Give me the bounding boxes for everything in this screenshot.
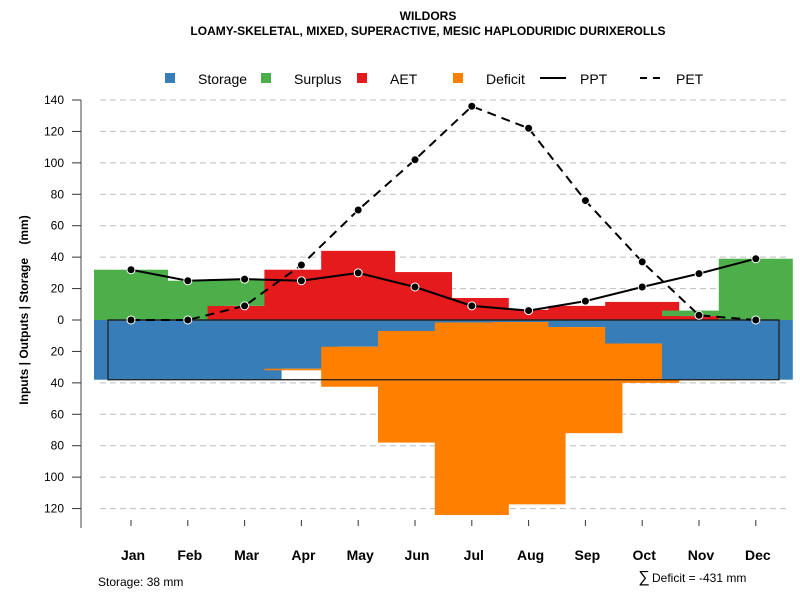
legend-swatch <box>165 73 175 83</box>
deficit-sum-annotation: Deficit = -431 mm <box>652 571 746 585</box>
pet-line <box>131 105 756 321</box>
pet-point <box>524 123 534 133</box>
x-tick-label: Feb <box>177 547 202 563</box>
pet-point <box>126 315 136 325</box>
pet-point <box>410 155 420 165</box>
y-tick-label: 60 <box>51 407 65 421</box>
y-axis-title: Inputs | Outputs | Storage (mm) <box>17 215 31 404</box>
x-tick-label: Jun <box>405 547 430 563</box>
legend-label: Surplus <box>294 71 341 87</box>
pet-point <box>467 101 477 111</box>
y-tick-label: 100 <box>44 156 64 170</box>
y-tick-label: 80 <box>51 187 65 201</box>
pet-point <box>296 260 306 270</box>
bar-aet <box>605 301 680 320</box>
ppt-point <box>694 269 704 279</box>
x-tick-label: Jul <box>464 547 484 563</box>
bar-storage <box>434 320 509 323</box>
ppt-point <box>637 282 647 292</box>
x-axis: Jan Feb Mar Apr May Jun Jul Aug Sep Oct Nov Dec <box>121 520 771 563</box>
bar-storage <box>378 320 452 331</box>
y-tick-label: 20 <box>51 344 65 358</box>
legend-label: PET <box>676 71 704 87</box>
pet-point <box>183 315 193 325</box>
x-tick-label: Mar <box>234 547 259 563</box>
bar-storage <box>605 320 680 344</box>
ppt-point <box>240 274 250 284</box>
pet-point <box>353 205 363 215</box>
ppt-line <box>130 257 757 312</box>
ppt-point <box>751 254 761 264</box>
ppt-point <box>524 306 534 316</box>
bars <box>94 250 793 516</box>
legend-item-deficit: Deficit <box>453 71 525 87</box>
pet-point <box>580 196 590 206</box>
ppt-point <box>580 296 590 306</box>
legend-swatch <box>453 73 463 83</box>
y-tick-label: 20 <box>51 282 65 296</box>
legend-item-storage: Storage <box>165 71 247 87</box>
pet-point <box>694 310 704 320</box>
bar-storage <box>718 320 793 380</box>
x-tick-label: Aug <box>517 547 544 563</box>
ppt-point <box>183 276 193 286</box>
pet-point <box>637 257 647 267</box>
x-tick-label: Dec <box>745 547 771 563</box>
ppt-point <box>467 301 477 311</box>
legend-label: PPT <box>580 71 608 87</box>
x-tick-label: Jan <box>121 547 145 563</box>
legend-item-surplus: Surplus <box>261 71 341 87</box>
bar-aet <box>207 305 282 320</box>
ppt-point <box>353 268 363 278</box>
deficit-sum-symbol: ∑ <box>638 569 649 586</box>
bar-surplus <box>718 258 793 320</box>
ppt-point <box>410 282 420 292</box>
bar-aet <box>548 305 623 320</box>
legend-label: Storage <box>198 71 247 87</box>
y-tick-label: 100 <box>44 470 64 484</box>
legend-swatch <box>357 73 367 83</box>
storage-annotation: Storage: 38 mm <box>98 575 183 589</box>
ppt-point <box>126 265 136 275</box>
y-axis: 140 120 100 80 60 40 20 0 20 40 60 80 100 120 <box>44 93 82 528</box>
legend-item-pet: PET <box>640 71 704 87</box>
bar-deficit <box>264 368 339 371</box>
y-tick-label: 0 <box>57 313 64 327</box>
legend-item-aet: AET <box>357 71 418 87</box>
y-tick-label: 120 <box>44 124 64 138</box>
ppt-point <box>296 276 306 286</box>
x-tick-label: Sep <box>575 547 601 563</box>
legend: Storage Surplus AET Deficit PPT PET <box>165 71 704 87</box>
x-tick-label: Apr <box>291 547 316 563</box>
lines <box>126 101 761 325</box>
legend-label: Deficit <box>486 71 525 87</box>
x-tick-label: Nov <box>688 547 715 563</box>
legend-label: AET <box>390 71 418 87</box>
chart-title: WILDORS <box>400 9 457 23</box>
legend-item-ppt: PPT <box>540 71 608 87</box>
y-tick-label: 80 <box>51 439 65 453</box>
storage-capacity-box <box>107 319 780 381</box>
y-tick-label: 40 <box>51 376 65 390</box>
pet-point <box>240 301 250 311</box>
chart-subtitle: LOAMY-SKELETAL, MIXED, SUPERACTIVE, MESI… <box>190 24 665 38</box>
y-tick-label: 140 <box>44 93 64 107</box>
bar-storage <box>491 320 566 323</box>
y-tick-label: 40 <box>51 250 65 264</box>
pet-point <box>751 315 761 325</box>
legend-swatch <box>261 73 271 83</box>
x-tick-label: May <box>347 547 374 563</box>
x-tick-label: Oct <box>633 547 657 563</box>
y-tick-label: 60 <box>51 219 65 233</box>
bar-storage <box>548 320 623 328</box>
y-tick-label: 120 <box>44 502 64 516</box>
